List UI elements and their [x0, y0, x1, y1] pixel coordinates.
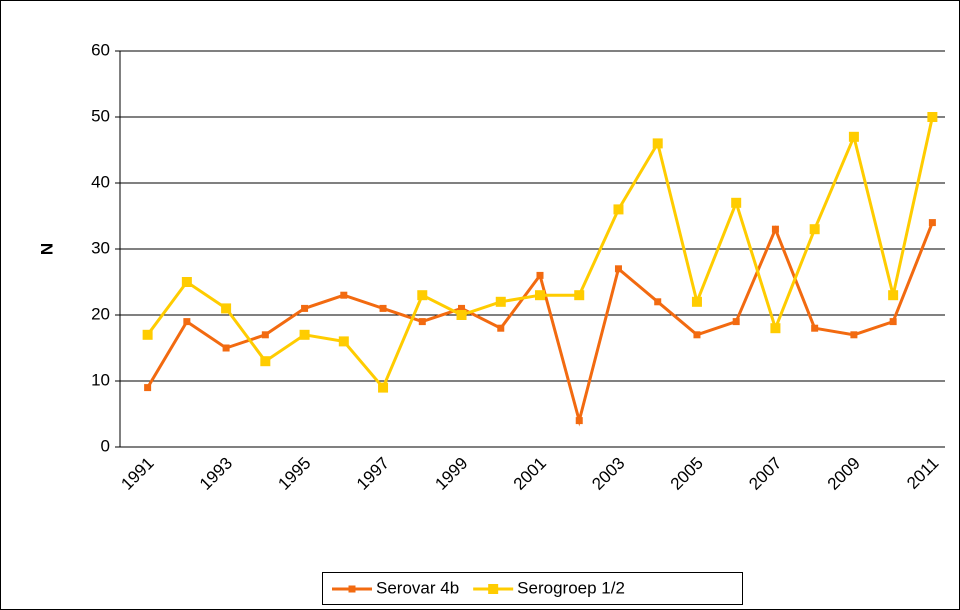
y-axis-label: N — [37, 243, 56, 255]
marker — [889, 318, 897, 326]
marker — [261, 331, 269, 339]
marker — [927, 112, 938, 122]
marker — [299, 329, 310, 340]
marker — [770, 323, 781, 334]
y-tick-label: 40 — [91, 172, 110, 191]
marker — [652, 138, 663, 149]
marker — [379, 304, 387, 312]
marker — [144, 384, 152, 392]
legend-box — [322, 572, 743, 605]
marker — [888, 290, 899, 301]
marker — [497, 324, 505, 332]
y-tick-label: 60 — [91, 40, 110, 59]
marker — [771, 225, 779, 233]
marker — [811, 324, 819, 332]
legend-label: Serogroep 1/2 — [517, 578, 625, 597]
marker — [731, 197, 742, 208]
marker — [301, 304, 309, 312]
marker — [183, 318, 191, 326]
marker — [378, 382, 389, 393]
marker — [654, 298, 662, 306]
marker — [850, 331, 858, 339]
marker — [418, 318, 426, 326]
y-tick-label: 10 — [91, 370, 110, 389]
marker — [536, 271, 544, 279]
marker — [260, 356, 271, 367]
marker — [142, 329, 153, 340]
marker — [535, 290, 545, 301]
legend-marker — [488, 584, 499, 594]
marker — [222, 344, 230, 352]
marker — [574, 290, 585, 301]
marker — [613, 204, 624, 215]
legend-marker — [348, 585, 356, 593]
y-tick-label: 0 — [101, 436, 110, 455]
marker — [417, 290, 428, 301]
y-tick-label: 30 — [91, 238, 110, 257]
marker — [495, 296, 506, 307]
marker — [848, 131, 859, 142]
y-tick-label: 50 — [91, 106, 110, 125]
marker — [691, 296, 702, 307]
marker — [340, 291, 348, 299]
marker — [928, 219, 936, 227]
y-tick-label: 20 — [91, 304, 110, 323]
marker — [575, 417, 583, 425]
marker — [338, 336, 349, 347]
marker — [693, 331, 701, 339]
marker — [732, 318, 740, 326]
marker — [181, 277, 192, 287]
marker — [456, 310, 467, 320]
legend-label: Serovar 4b — [376, 578, 459, 597]
marker — [809, 224, 820, 235]
marker — [221, 303, 232, 314]
marker — [458, 304, 466, 312]
marker — [614, 265, 622, 273]
